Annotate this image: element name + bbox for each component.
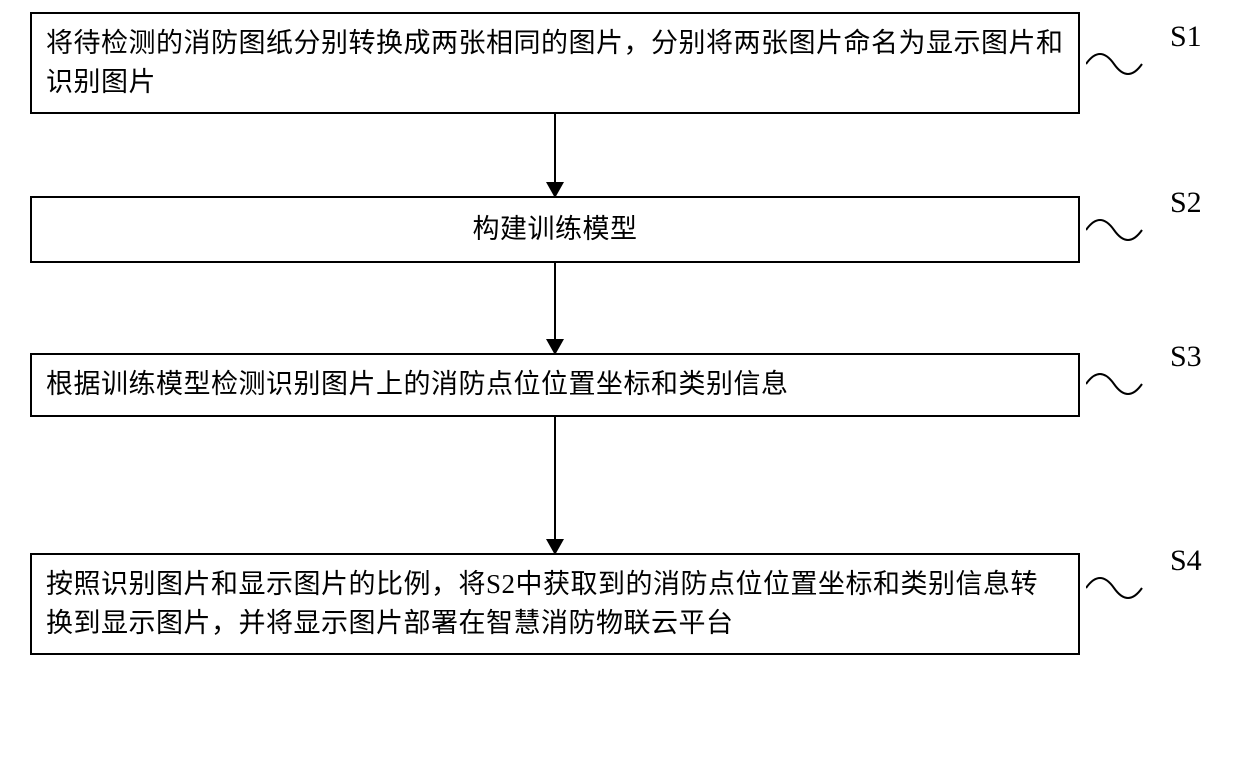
squiggle-s2 [1086,214,1156,248]
step-label-s4: S4 [1170,544,1202,578]
step-text-s1: 将待检测的消防图纸分别转换成两张相同的图片，分别将两张图片命名为显示图片和识别图… [46,28,1064,97]
label-text-s4: S4 [1170,544,1202,577]
connector-wrap-3 [30,417,1080,553]
step-label-s3: S3 [1170,340,1202,374]
step-label-s2: S2 [1170,186,1202,220]
step-box-s3: 根据训练模型检测识别图片上的消防点位位置坐标和类别信息 [30,353,1080,416]
label-text-s3: S3 [1170,340,1202,373]
squiggle-s4 [1086,572,1156,606]
step-text-s2: 构建训练模型 [473,214,638,244]
step-box-s2: 构建训练模型 [30,196,1080,263]
squiggle-s1 [1086,48,1156,82]
step-text-s4: 按照识别图片和显示图片的比例，将S2中获取到的消防点位位置坐标和类别信息转换到显… [46,569,1038,638]
flowchart-container: 将待检测的消防图纸分别转换成两张相同的图片，分别将两张图片命名为显示图片和识别图… [30,12,1080,655]
arrow-s2-s3 [554,263,556,353]
label-text-s1: S1 [1170,20,1202,53]
connector-wrap-1 [30,114,1080,196]
step-label-s1: S1 [1170,20,1202,54]
step-box-s1: 将待检测的消防图纸分别转换成两张相同的图片，分别将两张图片命名为显示图片和识别图… [30,12,1080,114]
step-text-s3: 根据训练模型检测识别图片上的消防点位位置坐标和类别信息 [46,369,789,399]
squiggle-s3 [1086,368,1156,402]
step-box-s4: 按照识别图片和显示图片的比例，将S2中获取到的消防点位位置坐标和类别信息转换到显… [30,553,1080,655]
arrow-s3-s4 [554,417,556,553]
connector-wrap-2 [30,263,1080,353]
label-text-s2: S2 [1170,186,1202,219]
arrow-s1-s2 [554,114,556,196]
